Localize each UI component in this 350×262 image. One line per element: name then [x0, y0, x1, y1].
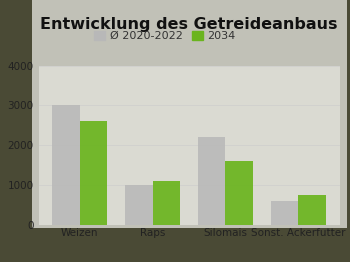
Bar — [225, 161, 253, 225]
Title: Entwicklung des Getreideanbaus: Entwicklung des Getreideanbaus — [40, 17, 338, 32]
Bar — [298, 195, 326, 225]
Legend: Ø 2020-2022, 2034: Ø 2020-2022, 2034 — [90, 26, 240, 46]
Bar — [80, 122, 107, 225]
Bar — [271, 201, 298, 225]
Bar — [52, 105, 80, 225]
Bar — [198, 137, 225, 225]
Bar — [125, 185, 153, 225]
Bar — [153, 181, 180, 225]
